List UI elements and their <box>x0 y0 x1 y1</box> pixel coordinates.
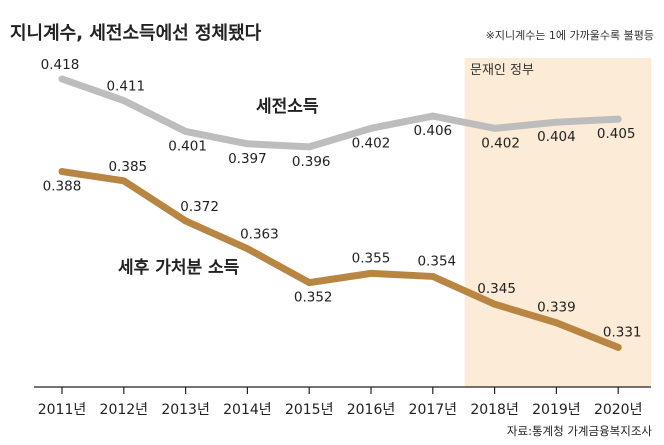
data-label-disposable: 0.331 <box>603 324 642 340</box>
x-tick-label: 2018년 <box>470 402 519 418</box>
x-tick-label: 2019년 <box>532 402 581 418</box>
data-point-pretax <box>429 112 437 120</box>
data-label-pretax: 0.397 <box>228 151 267 167</box>
data-point-disposable <box>429 273 437 280</box>
data-point-pretax <box>120 97 128 104</box>
period-label: 문재인 정부 <box>470 63 534 78</box>
data-label-pretax: 0.418 <box>41 57 80 73</box>
chart-source: 자료:통계청 가계금융복지조사 <box>507 424 652 438</box>
data-point-disposable <box>244 245 251 253</box>
data-label-disposable: 0.355 <box>352 250 391 266</box>
data-label-disposable: 0.372 <box>180 199 219 215</box>
chart-note: ※지니계수는 1에 가까울수록 불평등 <box>486 29 654 42</box>
data-label-disposable: 0.385 <box>108 159 147 175</box>
data-point-pretax <box>58 75 66 83</box>
data-label-disposable: 0.352 <box>294 290 333 306</box>
data-label-pretax: 0.406 <box>413 123 452 139</box>
data-point-disposable <box>553 319 560 327</box>
data-label-disposable: 0.354 <box>417 253 456 269</box>
x-tick-label: 2012년 <box>100 402 149 418</box>
data-label-pretax: 0.396 <box>292 154 331 170</box>
series-label-pretax: 세전소득 <box>256 97 319 117</box>
series-line-pretax <box>58 75 622 151</box>
data-label-pretax: 0.411 <box>106 79 145 95</box>
x-tick-label: 2020년 <box>594 402 643 418</box>
x-tick-label: 2011년 <box>38 402 87 418</box>
data-point-pretax <box>367 124 375 132</box>
chart-title: 지니계수, 세전소득에선 정체됐다 <box>10 23 262 44</box>
data-point-pretax <box>553 118 560 126</box>
data-point-disposable <box>58 168 66 175</box>
series-label-disposable: 세후 가처분 소득 <box>118 257 240 278</box>
x-tick-label: 2016년 <box>347 402 396 418</box>
data-label-disposable: 0.363 <box>240 227 279 243</box>
x-axis-ticks: 2011년 2012년 2013년 2014년 2015년 2016년 2017년 2018년… <box>38 387 643 418</box>
data-point-pretax <box>182 128 190 135</box>
x-tick-label: 2015년 <box>285 402 334 418</box>
data-point-disposable <box>367 269 375 277</box>
data-label-pretax: 0.404 <box>537 129 576 145</box>
data-label-disposable: 0.388 <box>43 179 82 195</box>
data-point-disposable <box>491 300 498 308</box>
x-tick-label: 2014년 <box>223 402 272 418</box>
data-point-disposable <box>614 343 622 351</box>
data-point-disposable <box>120 177 128 185</box>
period-highlight-band <box>464 58 651 387</box>
data-label-pretax: 0.402 <box>481 135 520 151</box>
chart-marks: 0.418 0.411 0.401 0.397 0.396 0.402 0.406 0.402… <box>41 57 642 351</box>
data-point-pretax <box>244 140 251 148</box>
data-label-disposable: 0.339 <box>537 300 576 316</box>
data-label-pretax: 0.405 <box>597 126 636 142</box>
data-label-pretax: 0.401 <box>168 138 207 154</box>
data-label-disposable: 0.345 <box>477 281 516 297</box>
data-point-disposable <box>305 279 313 287</box>
data-point-pretax <box>614 115 622 123</box>
data-point-disposable <box>182 217 190 225</box>
series-line-disposable <box>58 168 622 351</box>
data-point-pretax <box>491 124 498 132</box>
x-tick-label: 2013년 <box>161 402 210 418</box>
data-point-pretax <box>305 143 313 151</box>
data-label-pretax: 0.402 <box>352 135 391 151</box>
x-tick-label: 2017년 <box>409 402 458 418</box>
